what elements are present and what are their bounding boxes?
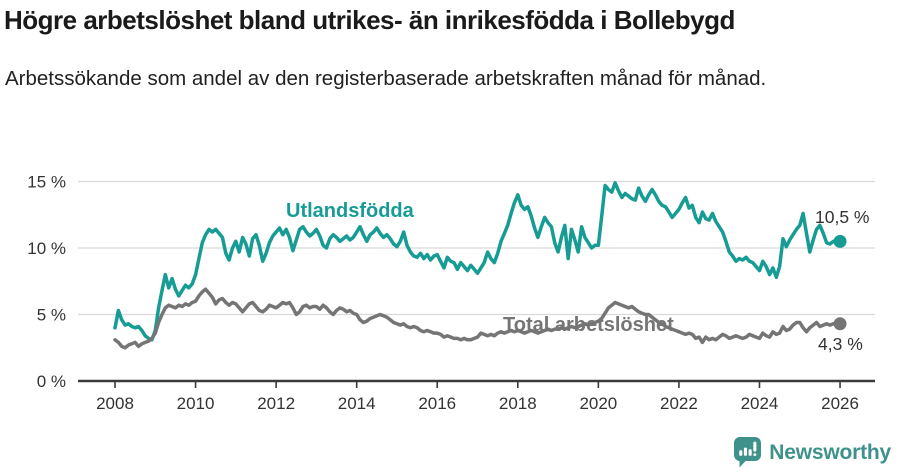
x-axis-tick-label: 2026 bbox=[821, 394, 859, 413]
x-axis-tick-label: 2022 bbox=[660, 394, 698, 413]
series-line-utlandsfodda bbox=[113, 181, 842, 342]
x-axis-tick-label: 2008 bbox=[96, 394, 134, 413]
page-title: Högre arbetslöshet bland utrikes- än inr… bbox=[4, 5, 735, 35]
y-axis-tick-label: 15 % bbox=[27, 173, 66, 192]
x-axis-tick-label: 2024 bbox=[741, 394, 779, 413]
chart-subtitle: Arbetssökande som andel av den registerb… bbox=[5, 67, 767, 90]
series-line-total bbox=[113, 287, 842, 350]
end-value-label-total: 4,3 % bbox=[818, 334, 863, 354]
newsworthy-bubble-chart-icon bbox=[734, 437, 762, 468]
x-axis-tick-label: 2018 bbox=[499, 394, 537, 413]
y-axis-tick-label: 5 % bbox=[37, 306, 66, 325]
x-axis-tick-label: 2010 bbox=[177, 394, 215, 413]
x-axis-tick-label: 2016 bbox=[418, 394, 456, 413]
gridlines-layer bbox=[78, 180, 875, 316]
series-layer bbox=[113, 181, 847, 350]
newsworthy-logo: Newsworthy bbox=[734, 437, 891, 468]
newsworthy-logo-text: Newsworthy bbox=[769, 440, 891, 464]
series-label-total-arbetsloshet: Total arbetslöshet bbox=[503, 314, 674, 336]
y-axis-tick-label: 10 % bbox=[27, 239, 66, 258]
series-end-dot-total bbox=[833, 317, 847, 331]
y-axis-tick-label: 0 % bbox=[37, 372, 66, 391]
series-label-utlandsfodda: Utlandsfödda bbox=[286, 200, 414, 222]
axes-layer: 0 % 5 % 10 % 15 % 2008 2010 2012 2014 2016 2018 20… bbox=[27, 173, 875, 413]
series-end-dot-utlandsfodda bbox=[833, 234, 847, 248]
x-axis-tick-label: 2020 bbox=[579, 394, 617, 413]
end-value-label-utlandsfodda: 10,5 % bbox=[815, 207, 870, 227]
x-axis-tick-label: 2012 bbox=[257, 394, 295, 413]
x-axis-tick-label: 2014 bbox=[338, 394, 376, 413]
